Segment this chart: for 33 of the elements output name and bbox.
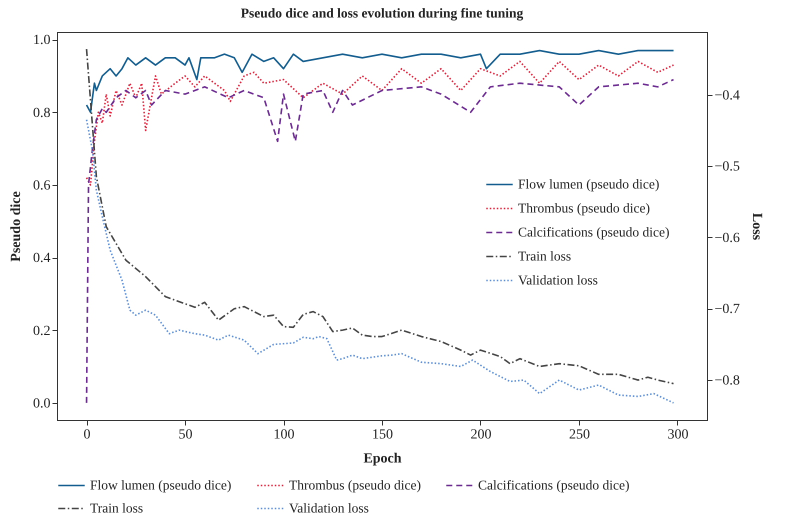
y-tick-label: 1.0 [33,33,50,48]
text: Flow lumen (pseudo dice) [90,478,232,492]
y2-axis-title: Loss [748,212,764,241]
x-tick-label: 200 [470,428,492,442]
y-tick-label: 0.4 [33,251,50,266]
y-tick-label: 0.0 [33,396,50,412]
legend-label: Thrombus (pseudo dice) [518,200,650,216]
line-series [86,50,674,114]
y-tick-label: 0.2 [33,324,50,339]
y2-tick-label: −0.5 [714,160,740,175]
y2-tick-label: −0.6 [714,230,740,246]
chart-title: Pseudo dice and loss evolution during fine tuning [240,6,524,20]
text: Calcifications (pseudo dice) [478,478,630,492]
legend-label: Flow lumen (pseudo dice) [518,176,660,192]
y-axis-title: Pseudo dice [9,191,24,262]
text: Thrombus (pseudo dice) [289,478,421,492]
y-tick-label: 0.6 [33,178,50,194]
x-tick-label: 0 [84,428,91,442]
legend-label: Calcifications (pseudo dice) [518,224,670,240]
y2-tick-label: −0.7 [714,302,740,318]
legend-label: Validation loss [518,272,598,288]
x-tick-label: 150 [372,428,393,442]
x-tick-label: 50 [178,428,193,442]
x-tick-label: 100 [274,428,295,442]
x-axis-title: Epoch [363,452,402,466]
x-tick-label: 250 [568,428,590,442]
y2-tick-label: −0.4 [714,88,740,104]
legend-label: Train loss [518,248,572,264]
text: Train loss [90,500,144,516]
text: Validation loss [289,500,369,516]
y2-tick-label: −0.8 [714,374,740,389]
x-tick-label: 300 [667,428,688,442]
y-tick-label: 0.8 [33,106,50,121]
